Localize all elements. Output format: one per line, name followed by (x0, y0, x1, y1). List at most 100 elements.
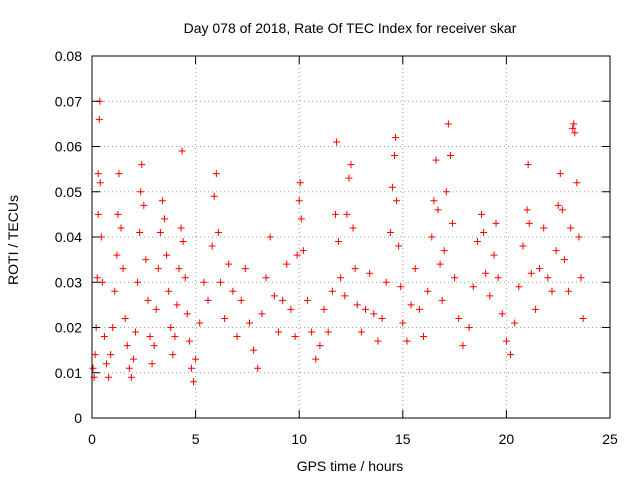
data-point-5 (94, 210, 102, 218)
data-point-167 (544, 274, 552, 282)
data-point-158 (515, 283, 523, 291)
y-tick-label-6: 0.06 (55, 139, 82, 155)
data-point-52 (178, 147, 186, 155)
data-point-145 (469, 283, 477, 291)
data-point-146 (473, 238, 481, 246)
data-point-59 (192, 355, 200, 363)
data-point-176 (569, 124, 577, 132)
data-point-157 (511, 319, 519, 327)
x-tick-label-5: 25 (602, 431, 618, 447)
data-point-112 (370, 310, 378, 318)
x-tick-label-2: 10 (291, 431, 307, 447)
data-point-175 (567, 224, 575, 232)
grid (92, 56, 610, 418)
data-point-39 (152, 305, 160, 313)
data-point-153 (494, 274, 502, 282)
data-point-17 (111, 287, 119, 295)
data-point-0 (89, 364, 97, 372)
data-point-101 (337, 274, 345, 282)
data-point-60 (196, 319, 204, 327)
data-point-92 (308, 328, 316, 336)
data-point-15 (107, 351, 115, 359)
data-point-20 (115, 170, 123, 178)
x-tick-label-4: 20 (499, 431, 515, 447)
data-point-118 (391, 152, 399, 160)
y-tick-label-5: 0.05 (55, 184, 82, 200)
data-point-55 (183, 310, 191, 318)
data-point-132 (432, 156, 440, 164)
data-point-38 (150, 342, 158, 350)
y-tick-label-4: 0.04 (55, 229, 82, 245)
y-axis-label: ROTI / TECUs (5, 195, 21, 285)
data-point-128 (420, 333, 428, 341)
data-point-30 (136, 228, 144, 236)
data-point-124 (403, 337, 411, 345)
data-point-94 (316, 342, 324, 350)
data-point-140 (449, 219, 457, 227)
data-point-139 (446, 152, 454, 160)
data-point-66 (214, 228, 222, 236)
data-point-137 (442, 188, 450, 196)
data-point-12 (100, 333, 108, 341)
data-point-171 (556, 170, 564, 178)
data-point-69 (225, 260, 233, 268)
data-point-47 (169, 351, 177, 359)
data-point-29 (134, 278, 142, 286)
data-point-95 (320, 305, 328, 313)
data-point-138 (444, 120, 452, 128)
data-point-43 (161, 215, 169, 223)
data-point-131 (430, 197, 438, 205)
y-tick-label-7: 0.07 (55, 93, 82, 109)
data-point-72 (237, 296, 245, 304)
data-point-83 (283, 260, 291, 268)
data-point-121 (395, 242, 403, 250)
data-point-18 (113, 251, 121, 259)
data-point-154 (498, 310, 506, 318)
data-point-123 (399, 319, 407, 327)
data-point-77 (258, 310, 266, 318)
data-point-122 (397, 283, 405, 291)
data-point-135 (438, 296, 446, 304)
data-point-103 (343, 210, 351, 218)
data-point-26 (127, 373, 135, 381)
data-point-68 (221, 314, 229, 322)
data-point-49 (173, 301, 181, 309)
data-point-56 (185, 337, 193, 345)
data-point-90 (299, 247, 307, 255)
data-point-105 (347, 161, 355, 169)
data-point-34 (142, 256, 150, 264)
data-point-155 (502, 337, 510, 345)
data-point-166 (540, 224, 548, 232)
data-point-51 (177, 224, 185, 232)
data-point-163 (527, 269, 535, 277)
data-point-99 (332, 138, 340, 146)
y-tick-label-3: 0.03 (55, 274, 82, 290)
y-tick-label-0: 0 (74, 410, 82, 426)
data-point-87 (295, 197, 303, 205)
data-point-57 (187, 364, 195, 372)
data-point-74 (245, 319, 253, 327)
data-point-104 (345, 174, 353, 182)
data-point-127 (415, 305, 423, 313)
data-point-81 (274, 328, 282, 336)
data-point-70 (229, 287, 237, 295)
x-axis-ticks: 0 5 10 15 20 25 (88, 56, 618, 447)
data-point-177 (570, 120, 578, 128)
data-point-86 (293, 251, 301, 259)
data-point-62 (204, 296, 212, 304)
data-point-71 (233, 333, 241, 341)
data-point-161 (524, 161, 532, 169)
data-point-150 (486, 292, 494, 300)
data-point-168 (548, 287, 556, 295)
data-point-50 (175, 265, 183, 273)
data-point-76 (254, 364, 262, 372)
data-point-136 (440, 247, 448, 255)
data-point-113 (374, 337, 382, 345)
data-point-33 (140, 201, 148, 209)
data-point-109 (357, 328, 365, 336)
data-point-179 (573, 179, 581, 187)
data-point-96 (324, 328, 332, 336)
data-point-126 (411, 265, 419, 273)
data-point-170 (554, 201, 562, 209)
